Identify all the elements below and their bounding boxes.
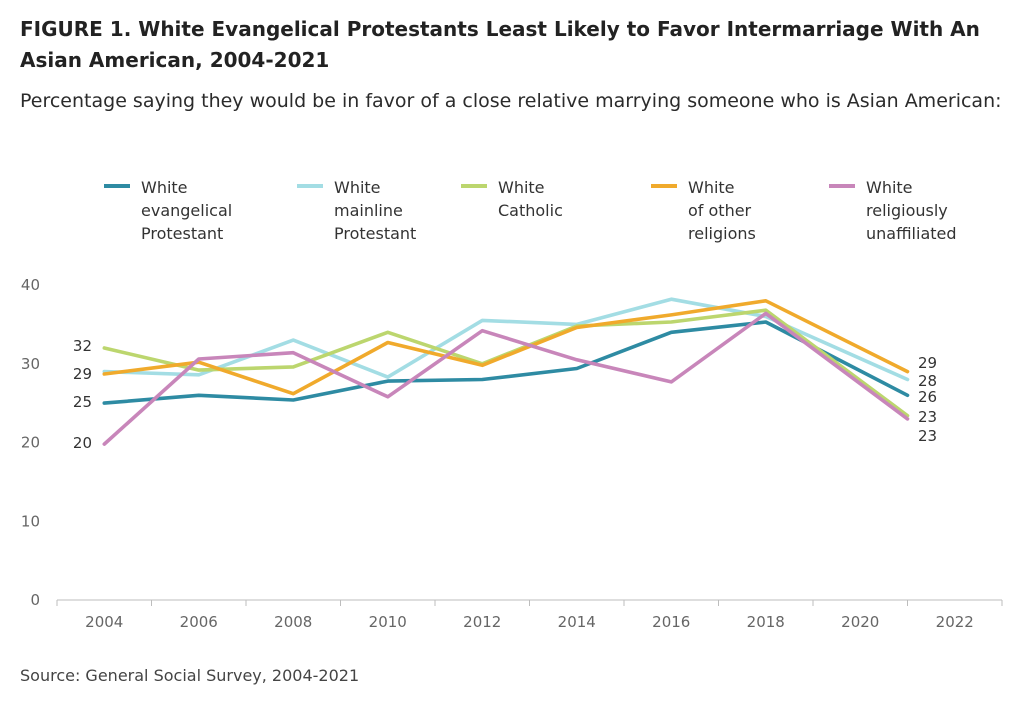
start-value-label: 25: [73, 393, 92, 411]
series-line: [102, 311, 910, 446]
y-tick-label: 40: [21, 276, 40, 294]
end-value-label: 23: [918, 408, 937, 426]
series-lines: [102, 297, 910, 446]
end-value-label: 23: [918, 427, 937, 445]
x-tick-label: 2022: [936, 613, 974, 631]
legend: White evangelical Protestant White mainline P…: [104, 178, 957, 243]
x-tick-label: 2014: [558, 613, 596, 631]
axes: 0 10 20 30 40 2004 2006 2008 2010 2012 2014 2016 201…: [21, 276, 1003, 631]
legend-item: White evangelical Protestant: [104, 178, 232, 243]
start-value-label: 29: [73, 365, 92, 383]
x-tick-label: 2006: [180, 613, 218, 631]
legend-label: White mainline Protestant: [334, 178, 416, 243]
x-tick-label: 2004: [85, 613, 123, 631]
x-tick-label: 2016: [652, 613, 690, 631]
x-tick-label: 2008: [274, 613, 312, 631]
x-tick-label: 2012: [463, 613, 501, 631]
y-tick-label: 30: [21, 355, 40, 373]
legend-label: White of other religions: [688, 178, 756, 243]
legend-label: White Catholic: [498, 178, 563, 220]
y-tick-label: 0: [30, 591, 40, 609]
legend-label: White religiously unaffiliated: [866, 178, 957, 243]
series-line: [102, 298, 910, 396]
x-tick-label: 2020: [841, 613, 879, 631]
end-value-label: 28: [918, 372, 937, 390]
start-value-label: 32: [73, 337, 92, 355]
series-line: [102, 320, 910, 405]
end-value-label: 29: [918, 354, 937, 372]
end-value-label: 26: [918, 388, 937, 406]
y-tick-label: 20: [21, 434, 40, 452]
series-line: [102, 308, 910, 418]
start-value-label: 20: [73, 434, 92, 452]
legend-item: White Catholic: [461, 178, 563, 220]
x-tick-label: 2010: [369, 613, 407, 631]
legend-label: White evangelical Protestant: [141, 178, 232, 243]
legend-item: White mainline Protestant: [297, 178, 416, 243]
chart-title: FIGURE 1. White Evangelical Protestants …: [20, 17, 980, 72]
legend-item: White of other religions: [651, 178, 756, 243]
series-line: [102, 297, 910, 382]
x-tick-label: 2018: [747, 613, 785, 631]
chart-subtitle: Percentage saying they would be in favor…: [20, 90, 1002, 112]
source-note: Source: General Social Survey, 2004-2021: [20, 666, 360, 685]
legend-item: White religiously unaffiliated: [829, 178, 957, 243]
y-tick-label: 10: [21, 512, 40, 530]
